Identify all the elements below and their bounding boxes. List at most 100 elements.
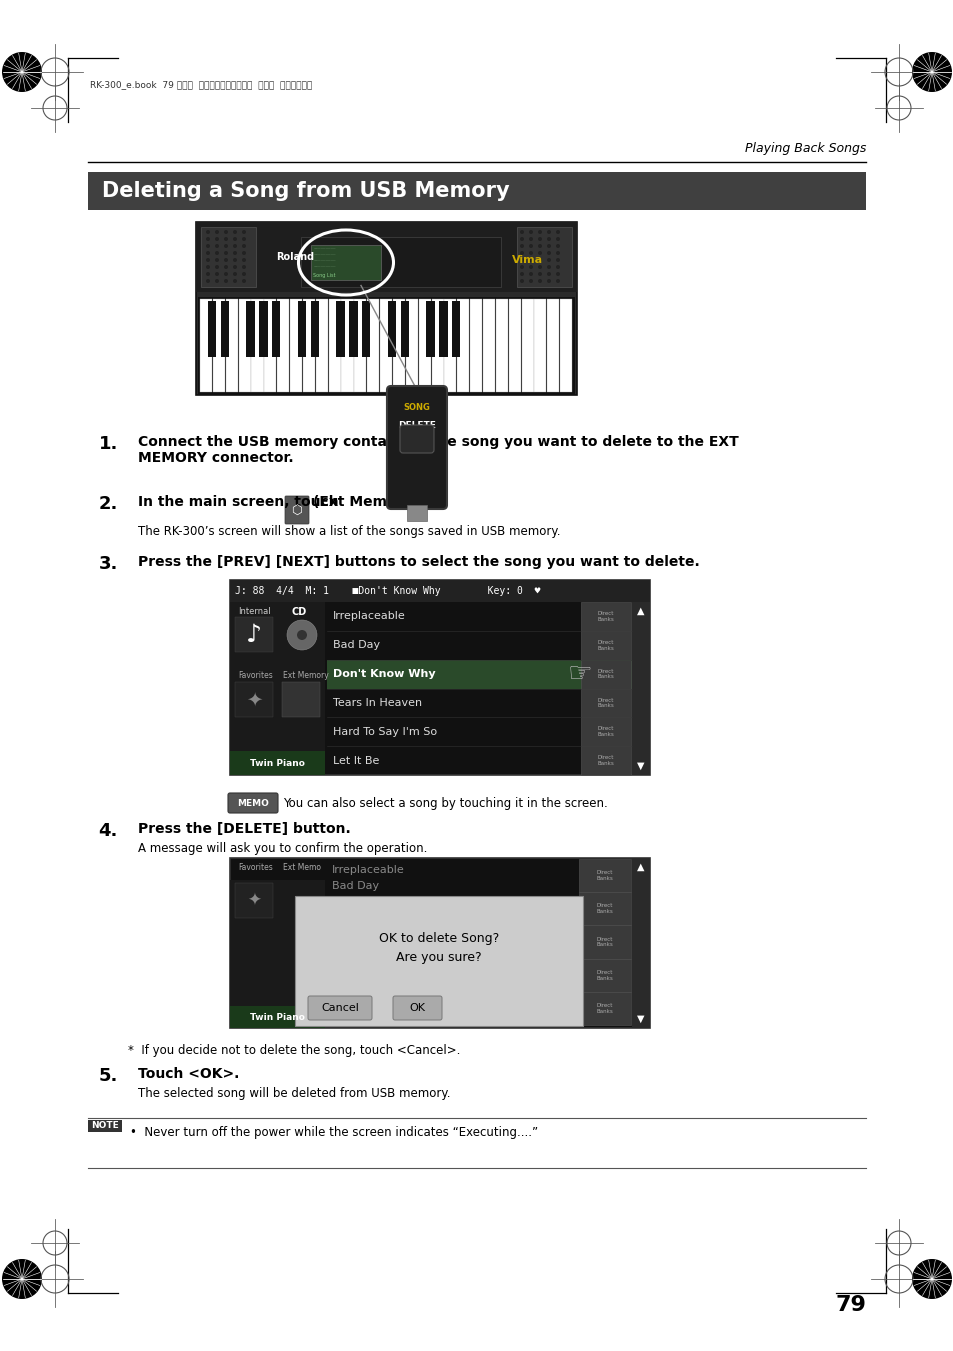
Text: Direct
Banks: Direct Banks bbox=[596, 904, 613, 915]
Text: ▲: ▲ bbox=[637, 862, 644, 871]
Text: ✦: ✦ bbox=[247, 892, 261, 911]
Circle shape bbox=[519, 245, 523, 249]
Text: Internal: Internal bbox=[237, 608, 271, 616]
Text: Bad Day: Bad Day bbox=[332, 881, 378, 892]
FancyBboxPatch shape bbox=[234, 617, 273, 653]
Circle shape bbox=[556, 272, 559, 276]
Text: ☞: ☞ bbox=[567, 661, 592, 688]
Circle shape bbox=[224, 272, 228, 276]
FancyBboxPatch shape bbox=[230, 580, 649, 775]
FancyBboxPatch shape bbox=[213, 299, 225, 392]
FancyBboxPatch shape bbox=[452, 301, 460, 357]
FancyBboxPatch shape bbox=[399, 426, 434, 453]
Circle shape bbox=[214, 272, 219, 276]
FancyBboxPatch shape bbox=[228, 793, 277, 813]
Circle shape bbox=[206, 258, 210, 262]
FancyBboxPatch shape bbox=[387, 301, 395, 357]
FancyBboxPatch shape bbox=[230, 1006, 325, 1028]
Circle shape bbox=[537, 251, 541, 255]
FancyBboxPatch shape bbox=[362, 301, 370, 357]
Text: 1.: 1. bbox=[98, 435, 118, 453]
Text: Hard To Say I'm So: Hard To Say I'm So bbox=[333, 727, 436, 736]
Text: ▲: ▲ bbox=[637, 607, 644, 616]
FancyBboxPatch shape bbox=[277, 299, 289, 392]
Circle shape bbox=[233, 280, 236, 282]
FancyBboxPatch shape bbox=[387, 386, 447, 509]
Text: Twin Piano: Twin Piano bbox=[250, 758, 305, 767]
Circle shape bbox=[556, 245, 559, 249]
FancyBboxPatch shape bbox=[578, 925, 630, 959]
Text: Touch <OK>.: Touch <OK>. bbox=[138, 1067, 239, 1081]
Circle shape bbox=[529, 280, 533, 282]
Circle shape bbox=[214, 245, 219, 249]
FancyBboxPatch shape bbox=[290, 299, 302, 392]
Text: Playing Back Songs: Playing Back Songs bbox=[744, 142, 865, 155]
Text: Ext Memory: Ext Memory bbox=[283, 670, 329, 680]
Circle shape bbox=[242, 245, 246, 249]
Text: ▼: ▼ bbox=[637, 1015, 644, 1024]
FancyBboxPatch shape bbox=[208, 301, 215, 357]
FancyBboxPatch shape bbox=[272, 301, 280, 357]
FancyBboxPatch shape bbox=[580, 659, 630, 689]
Text: ─────────: ───────── bbox=[313, 259, 335, 263]
FancyBboxPatch shape bbox=[580, 689, 630, 717]
Circle shape bbox=[233, 272, 236, 276]
Circle shape bbox=[537, 280, 541, 282]
Circle shape bbox=[537, 245, 541, 249]
Circle shape bbox=[537, 272, 541, 276]
Text: Let It Be: Let It Be bbox=[333, 755, 379, 766]
FancyBboxPatch shape bbox=[559, 299, 572, 392]
Text: Tears In Heaven: Tears In Heaven bbox=[333, 698, 421, 708]
Text: Direct
Banks: Direct Banks bbox=[597, 640, 614, 651]
Circle shape bbox=[519, 236, 523, 240]
Text: The selected song will be deleted from USB memory.: The selected song will be deleted from U… bbox=[138, 1088, 450, 1100]
FancyBboxPatch shape bbox=[367, 299, 379, 392]
Text: NOTE: NOTE bbox=[91, 1121, 119, 1131]
FancyBboxPatch shape bbox=[311, 245, 380, 280]
Circle shape bbox=[242, 265, 246, 269]
Circle shape bbox=[546, 258, 551, 262]
FancyBboxPatch shape bbox=[379, 299, 392, 392]
Circle shape bbox=[233, 251, 236, 255]
Circle shape bbox=[546, 236, 551, 240]
Circle shape bbox=[2, 51, 42, 92]
Text: Cancel: Cancel bbox=[321, 1002, 358, 1013]
FancyBboxPatch shape bbox=[580, 717, 630, 746]
FancyBboxPatch shape bbox=[444, 299, 456, 392]
FancyBboxPatch shape bbox=[264, 299, 276, 392]
FancyBboxPatch shape bbox=[470, 299, 481, 392]
Text: Direct
Banks: Direct Banks bbox=[596, 970, 613, 981]
Circle shape bbox=[214, 265, 219, 269]
Text: Press the [DELETE] button.: Press the [DELETE] button. bbox=[138, 821, 351, 836]
FancyBboxPatch shape bbox=[195, 222, 577, 292]
Text: Song List: Song List bbox=[313, 273, 335, 277]
Circle shape bbox=[911, 1259, 951, 1300]
Circle shape bbox=[519, 265, 523, 269]
FancyBboxPatch shape bbox=[315, 299, 328, 392]
Circle shape bbox=[287, 620, 316, 650]
Circle shape bbox=[224, 258, 228, 262]
FancyBboxPatch shape bbox=[631, 858, 649, 1028]
Text: *  If you decide not to delete the song, touch <Cancel>.: * If you decide not to delete the song, … bbox=[128, 1044, 460, 1056]
Text: Direct
Banks: Direct Banks bbox=[597, 697, 614, 708]
Circle shape bbox=[206, 251, 210, 255]
FancyBboxPatch shape bbox=[631, 603, 649, 775]
Text: 79: 79 bbox=[834, 1296, 865, 1315]
FancyBboxPatch shape bbox=[294, 896, 582, 1025]
Text: Direct
Banks: Direct Banks bbox=[597, 727, 614, 738]
FancyBboxPatch shape bbox=[308, 996, 372, 1020]
Text: In the main screen, touch: In the main screen, touch bbox=[138, 494, 338, 509]
FancyBboxPatch shape bbox=[297, 301, 306, 357]
FancyBboxPatch shape bbox=[580, 631, 630, 659]
Circle shape bbox=[242, 230, 246, 234]
Text: ─────────: ───────── bbox=[313, 247, 335, 251]
Text: RK-300_e.book  79 ページ  ２００８年９月１０日  水曜日  午後４時６分: RK-300_e.book 79 ページ ２００８年９月１０日 水曜日 午後４時… bbox=[90, 81, 312, 89]
FancyBboxPatch shape bbox=[578, 892, 630, 925]
Circle shape bbox=[529, 265, 533, 269]
FancyBboxPatch shape bbox=[230, 603, 325, 751]
Text: Deleting a Song from USB Memory: Deleting a Song from USB Memory bbox=[102, 181, 509, 201]
Circle shape bbox=[233, 245, 236, 249]
FancyBboxPatch shape bbox=[285, 496, 309, 524]
FancyBboxPatch shape bbox=[578, 959, 630, 992]
Circle shape bbox=[224, 265, 228, 269]
